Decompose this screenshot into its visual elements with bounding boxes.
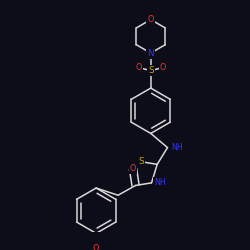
Text: N: N [148,48,154,58]
Text: O: O [160,63,166,72]
Text: O: O [93,244,99,250]
Text: NH: NH [171,143,183,152]
Text: NH: NH [154,178,166,187]
Text: O: O [148,15,154,24]
Text: S: S [138,157,144,166]
Text: O: O [130,164,136,173]
Text: S: S [148,66,154,75]
Text: O: O [135,63,141,72]
